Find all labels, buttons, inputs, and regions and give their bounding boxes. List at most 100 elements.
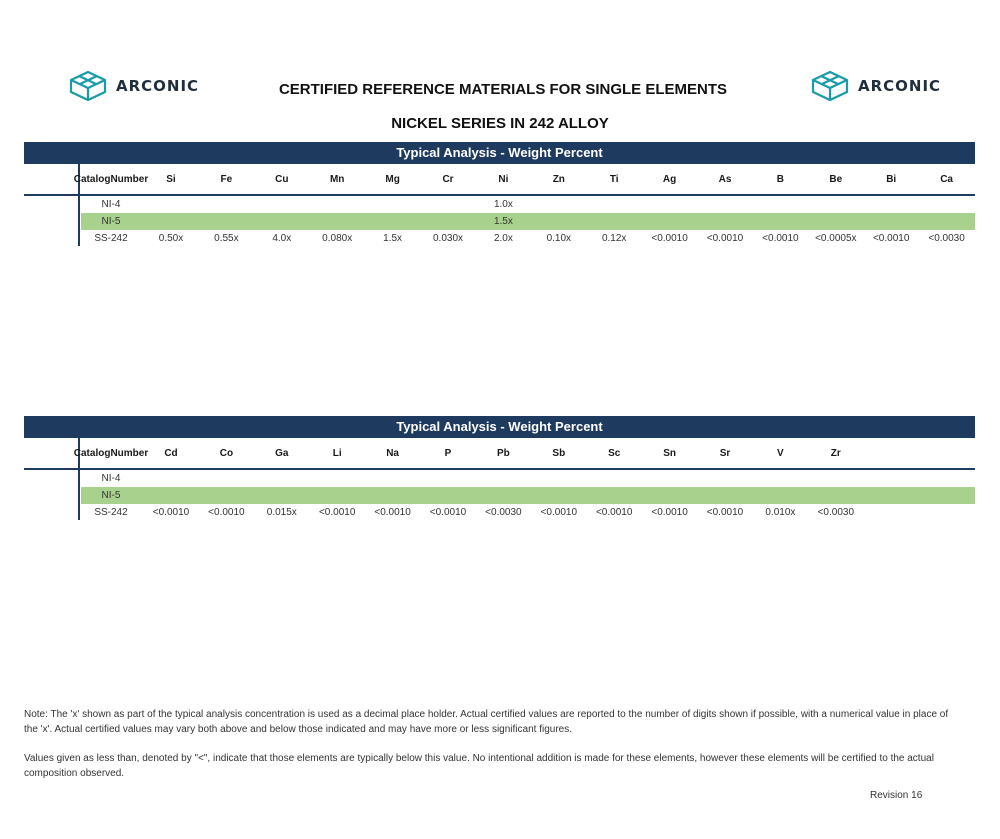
column-header-ga: Ga	[275, 448, 289, 459]
header-rule	[24, 194, 975, 196]
page-subtitle: NICKEL SERIES IN 242 ALLOY	[391, 115, 609, 132]
value-cell-sn	[643, 487, 697, 504]
value-cell-bi	[864, 196, 918, 213]
value-cell-ca: <0.0030	[928, 233, 965, 244]
column-header-mg: Mg	[385, 174, 400, 185]
column-header-sr: Sr	[719, 448, 731, 459]
value-cell-li	[310, 487, 364, 504]
value-cell-v	[753, 470, 807, 487]
table1-band: Typical Analysis - Weight Percent	[24, 142, 975, 164]
table-row: NI-4 1.0x	[81, 196, 975, 213]
value-cell-pb	[476, 487, 530, 504]
value-cell-p	[421, 487, 475, 504]
table-row: SS-242 <0.0010 <0.0010 0.015x <0.0010 <0.0010…	[81, 504, 975, 521]
value-cell-sn	[643, 470, 697, 487]
column-header-fe: Fe	[220, 174, 233, 185]
column-header-bi: Bi	[886, 174, 897, 185]
value-cell-b	[753, 196, 807, 213]
value-cell-co	[199, 470, 253, 487]
analysis-table-1: Catalog Number Si Fe Cu Mn Mg Cr Ni Zn Ti Ag As B Be Bi…	[24, 164, 975, 246]
column-header-v: V	[777, 448, 784, 459]
value-cell-li	[310, 470, 364, 487]
value-cell-sr	[698, 470, 752, 487]
value-cell-fe: 0.55x	[214, 233, 239, 244]
logo-text: ARCONIC	[116, 77, 200, 95]
catalog-header-line2: Number	[110, 447, 149, 459]
table-row: NI-5	[81, 487, 975, 504]
column-header-sn: Sn	[663, 448, 676, 459]
value-cell-b: <0.0010	[762, 233, 799, 244]
column-header-na: Na	[386, 448, 399, 459]
page-title: CERTIFIED REFERENCE MATERIALS FOR SINGLE…	[278, 81, 728, 98]
value-cell-co: <0.0010	[208, 507, 245, 518]
table2-band: Typical Analysis - Weight Percent	[24, 416, 975, 438]
column-header-cd: Cd	[164, 448, 178, 459]
value-cell-ga	[255, 470, 309, 487]
value-cell-zr: <0.0030	[817, 507, 855, 518]
value-cell-ga	[255, 487, 309, 504]
value-cell-pb	[476, 470, 530, 487]
value-cell-ni: 2.0x	[493, 233, 513, 244]
value-cell-sb	[532, 470, 586, 487]
revision-label: Revision 16	[870, 790, 923, 801]
value-cell-sr	[698, 487, 752, 504]
table-left-rule	[78, 164, 80, 246]
column-header-sc: Sc	[608, 448, 621, 459]
arconic-cube-icon	[69, 70, 107, 102]
value-cell-sb	[532, 487, 586, 504]
column-header-si: Si	[166, 174, 176, 185]
value-cell-mn	[310, 196, 364, 213]
value-cell-cd	[144, 487, 198, 504]
column-header-pb: Pb	[497, 448, 510, 459]
catalog-header-line1: Catalog	[73, 447, 111, 459]
value-cell-cr: 0.030x	[432, 233, 464, 244]
table-left-rule	[78, 438, 80, 520]
column-header-zn: Zn	[552, 174, 565, 185]
value-cell-as: <0.0010	[706, 233, 744, 244]
value-cell-zn	[532, 196, 586, 213]
column-header-be: Be	[829, 174, 843, 185]
value-cell-sn: <0.0010	[651, 507, 688, 518]
header-rule	[24, 468, 975, 470]
value-cell-mg: 1.5x	[383, 233, 403, 244]
header-row: Catalog Number Cd Co Ga Li Na P Pb Sb Sc Sn Sr V Zr	[24, 438, 975, 469]
value-cell-sb: <0.0010	[540, 507, 578, 518]
value-cell-ti	[587, 213, 641, 230]
value-cell-as	[698, 196, 752, 213]
value-cell-bi	[864, 213, 918, 230]
catalog-number-cell: NI-4	[101, 199, 121, 210]
column-header-cr: Cr	[442, 174, 454, 185]
table-row: NI-5 1.5x	[81, 213, 975, 230]
column-header-sb: Sb	[552, 448, 566, 459]
value-cell-cu	[255, 196, 309, 213]
value-cell-cu: 4.0x	[272, 233, 292, 244]
column-header-ag: Ag	[662, 174, 677, 185]
catalog-number-header: Catalog Number	[74, 438, 148, 469]
value-cell-ca	[920, 196, 974, 213]
value-cell-pb: <0.0030	[485, 507, 522, 518]
column-header-ni: Ni	[498, 174, 509, 185]
catalog-number-cell: SS-242	[94, 233, 128, 244]
column-header-as: As	[718, 174, 732, 185]
value-cell-mg	[366, 196, 420, 213]
value-cell-cd: <0.0010	[152, 507, 190, 518]
column-header-cu: Cu	[275, 174, 289, 185]
table-row: NI-4	[81, 470, 975, 487]
catalog-number-header: Catalog Number	[74, 164, 148, 195]
arconic-logo-left: ARCONIC	[68, 70, 199, 102]
value-cell-ga: 0.015x	[266, 507, 297, 518]
value-cell-sr: <0.0010	[706, 507, 744, 518]
value-cell-ni: 1.5x	[493, 216, 513, 227]
column-header-mn: Mn	[329, 174, 345, 185]
value-cell-mn	[310, 213, 364, 230]
column-header-ti: Ti	[609, 174, 619, 185]
value-cell-zn	[532, 213, 586, 230]
value-cell-li: <0.0010	[318, 507, 356, 518]
table-row: SS-242 0.50x 0.55x 4.0x 0.080x 1.5x 0.030x 2.0x…	[81, 230, 975, 247]
column-header-li: Li	[332, 448, 342, 459]
value-cell-ag	[643, 213, 697, 230]
value-cell-fe	[199, 196, 253, 213]
catalog-number-cell: NI-4	[101, 473, 121, 484]
column-header-p: P	[444, 448, 452, 459]
arconic-logo-right: ARCONIC	[810, 70, 941, 102]
